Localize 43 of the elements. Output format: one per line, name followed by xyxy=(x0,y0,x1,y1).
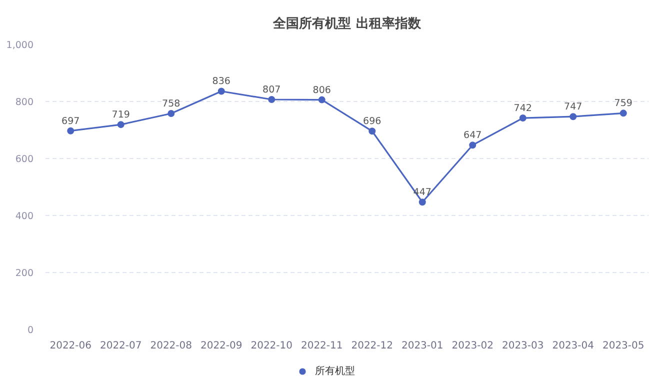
point xyxy=(469,142,476,149)
data-label: 759 xyxy=(614,98,632,110)
point xyxy=(519,114,526,122)
data-label: 807 xyxy=(262,84,281,96)
x-tick-label: 2023-04 xyxy=(552,340,594,352)
x-tick-label: 2022-07 xyxy=(100,340,142,352)
x-tick-label: 2022-12 xyxy=(351,340,394,352)
y-tick-label: 400 xyxy=(15,211,34,222)
legend-label: 所有机型 xyxy=(315,364,355,378)
point xyxy=(318,96,326,104)
x-tick-label: 2023-02 xyxy=(452,340,494,352)
chart-title: 全国所有机型 出租率指数 xyxy=(272,16,422,32)
data-label: 836 xyxy=(212,76,230,88)
y-tick-label: 800 xyxy=(15,97,34,108)
data-label: 747 xyxy=(564,102,582,113)
x-tick-label: 2022-11 xyxy=(300,340,343,352)
point xyxy=(418,198,426,206)
y-tick-label: 0 xyxy=(27,325,34,336)
data-label: 647 xyxy=(464,130,482,142)
x-tick-label: 2022-10 xyxy=(250,340,293,352)
point xyxy=(570,113,577,120)
x-tick-label: 2022-08 xyxy=(150,340,192,352)
y-tick-label: 200 xyxy=(15,268,34,279)
x-tick-label: 2023-05 xyxy=(602,340,644,352)
y-tick-label: 1,000 xyxy=(6,40,34,51)
x-tick-label: 2023-01 xyxy=(401,340,444,352)
point xyxy=(67,127,74,134)
x-tick-label: 2023-03 xyxy=(502,340,544,352)
point xyxy=(117,121,124,128)
x-tick-label: 2022-06 xyxy=(50,340,92,352)
data-label: 719 xyxy=(112,110,130,121)
x-tick-label: 2022-09 xyxy=(200,340,242,352)
point xyxy=(218,88,225,95)
data-label: 758 xyxy=(162,98,180,110)
data-label: 806 xyxy=(312,84,331,96)
y-tick-label: 600 xyxy=(15,154,34,165)
data-label: 742 xyxy=(514,103,532,114)
data-label: 697 xyxy=(62,116,80,127)
data-label: 696 xyxy=(363,116,382,128)
point xyxy=(368,128,376,135)
point xyxy=(620,110,627,117)
point xyxy=(168,110,175,117)
point xyxy=(268,96,276,103)
